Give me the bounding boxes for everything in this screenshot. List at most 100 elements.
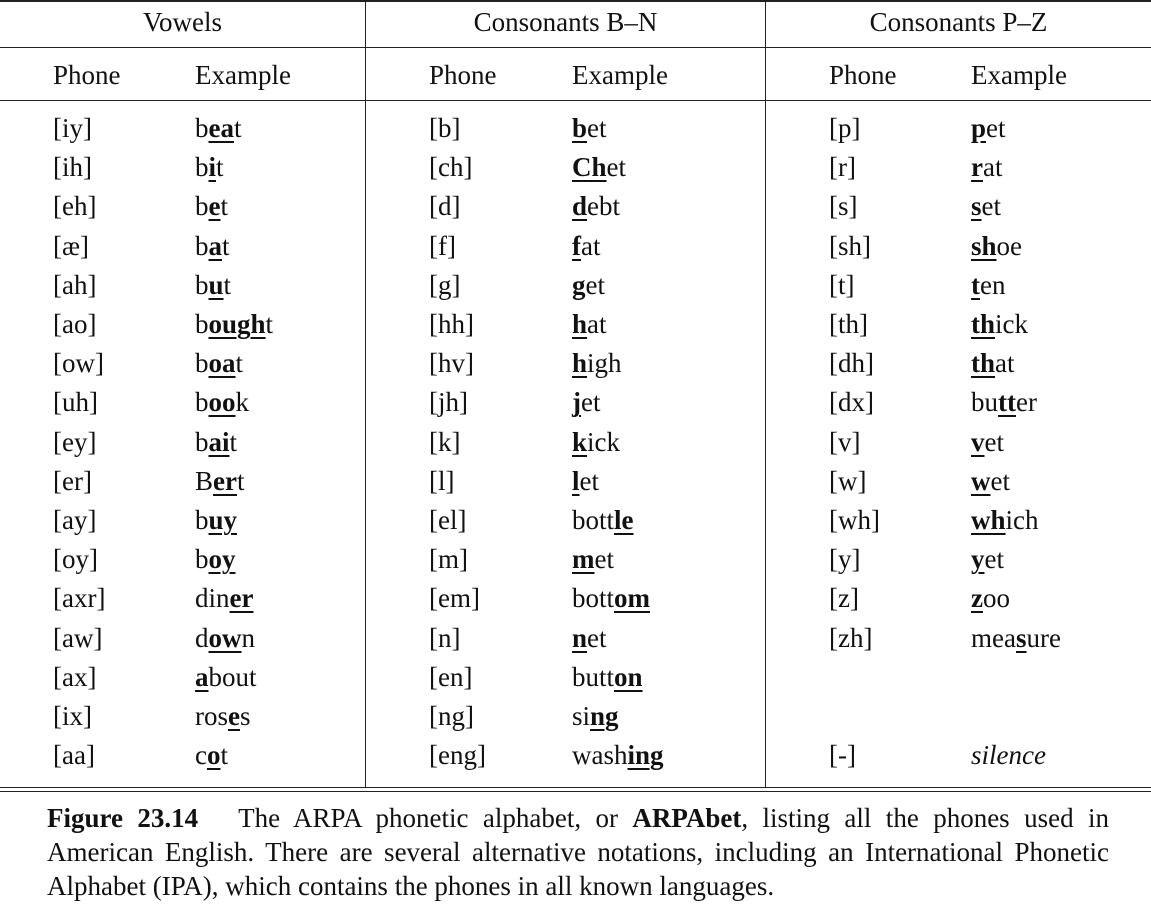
caption-text-before: The ARPA phonetic alphabet, or xyxy=(238,803,633,833)
example-text: b xyxy=(195,230,209,261)
example-highlight: er xyxy=(229,583,254,614)
caption-keyword: ARPAbet xyxy=(632,803,742,833)
example-highlight: p xyxy=(971,113,987,143)
example-cell: book xyxy=(195,385,249,419)
example-text: b xyxy=(195,191,209,222)
example-cell: measure xyxy=(971,621,1061,655)
phone-cell: [n] xyxy=(429,622,461,653)
example-text: t xyxy=(233,113,242,143)
example-highlight: h xyxy=(572,309,588,339)
phone-cell: [hv] xyxy=(429,348,474,379)
example-text: t xyxy=(229,426,238,457)
example-text: ure xyxy=(1026,622,1061,653)
phone-cell: [m] xyxy=(429,544,468,575)
phone-cell: [aw] xyxy=(53,622,103,653)
example-text: b xyxy=(195,269,209,300)
example-text: t xyxy=(223,269,232,300)
example-text: en xyxy=(980,269,1006,300)
example-highlight: s xyxy=(1015,622,1027,653)
example-highlight: z xyxy=(971,583,983,614)
example-highlight: th xyxy=(971,348,996,379)
phone-cell: [s] xyxy=(829,191,858,222)
example-highlight: oa xyxy=(208,348,236,379)
caption-text-after: , listing all the phones used in America… xyxy=(47,803,1109,901)
example-text: oo xyxy=(982,583,1010,614)
example-text: et xyxy=(579,465,600,496)
example-highlight: v xyxy=(971,426,985,457)
example-cell: kick xyxy=(572,425,620,459)
example-text: t xyxy=(220,191,228,222)
phone-cell: [wh] xyxy=(829,505,880,535)
example-cell: bottle xyxy=(572,503,634,537)
example-text: b xyxy=(195,544,209,575)
example-highlight: oo xyxy=(208,387,236,418)
phone-cell: [ow] xyxy=(53,348,104,379)
example-highlight: w xyxy=(971,465,991,496)
example-cell: down xyxy=(195,621,255,655)
example-text: at xyxy=(995,348,1015,379)
example-highlight: ea xyxy=(208,113,234,143)
phone-cell: [em] xyxy=(429,583,480,614)
example-cell: butter xyxy=(971,385,1037,419)
example-text: B xyxy=(195,465,214,496)
example-cell: pet xyxy=(971,111,1006,145)
example-highlight: n xyxy=(572,622,588,653)
example-cell: bat xyxy=(195,229,230,263)
example-cell: bet xyxy=(572,111,607,145)
example-cell: boy xyxy=(195,542,236,576)
table-bottom-rule xyxy=(0,787,1151,788)
example-text: b xyxy=(195,387,209,418)
example-text: et xyxy=(990,465,1011,496)
example-text: et xyxy=(587,113,607,143)
example-text: at xyxy=(982,152,1003,183)
group-title: Vowels xyxy=(142,7,222,37)
example-text: bu xyxy=(971,387,998,418)
example-highlight: ough xyxy=(208,309,266,339)
example-highlight: oy xyxy=(208,544,236,575)
example-highlight: h xyxy=(572,348,588,379)
example-highlight: e xyxy=(208,191,221,222)
group-title: Consonants B–N xyxy=(473,7,658,37)
example-text: k xyxy=(235,387,250,418)
phone-cell: [w] xyxy=(829,465,867,496)
example-cell: but xyxy=(195,268,231,302)
example-highlight: t xyxy=(971,269,980,300)
example-text: at xyxy=(587,309,607,339)
example-cell: high xyxy=(572,346,622,380)
example-cell: ten xyxy=(971,268,1005,302)
example-highlight: th xyxy=(971,309,996,339)
phone-cell: [ih] xyxy=(53,152,92,183)
example-text: ich xyxy=(1005,505,1039,535)
phone-cell: [t] xyxy=(829,269,855,300)
figure-label: Figure 23.14 xyxy=(47,803,199,833)
phone-cell: [uh] xyxy=(53,387,98,418)
example-highlight: e xyxy=(228,701,240,731)
example-header: Example xyxy=(572,60,668,90)
example-cell: sing xyxy=(572,699,619,733)
example-text: t xyxy=(216,152,224,183)
example-text: b xyxy=(195,348,209,379)
example-text: mea xyxy=(971,622,1016,653)
example-highlight: s xyxy=(971,191,982,222)
example-text: wash xyxy=(572,740,628,771)
table-bottom-rule-double xyxy=(0,791,1151,792)
example-cell: shoe xyxy=(971,229,1022,263)
column-divider-1 xyxy=(365,0,366,788)
example-highlight: wh xyxy=(971,505,1006,535)
phone-cell: [sh] xyxy=(829,230,871,261)
example-highlight: Ch xyxy=(572,152,607,183)
example-cell: roses xyxy=(195,699,251,733)
phone-cell: [r] xyxy=(829,152,856,183)
example-text: t xyxy=(222,230,230,261)
phone-header: Phone xyxy=(829,60,897,90)
example-text: b xyxy=(195,426,209,457)
example-text: igh xyxy=(587,348,622,379)
phone-cell: [ay] xyxy=(53,505,97,535)
example-highlight: j xyxy=(572,387,581,418)
example-highlight: le xyxy=(614,505,634,535)
example-cell: hat xyxy=(572,307,607,341)
example-text: er xyxy=(1015,387,1037,418)
example-highlight: m xyxy=(572,544,595,575)
example-cell: diner xyxy=(195,581,253,615)
example-text: s xyxy=(239,701,251,731)
